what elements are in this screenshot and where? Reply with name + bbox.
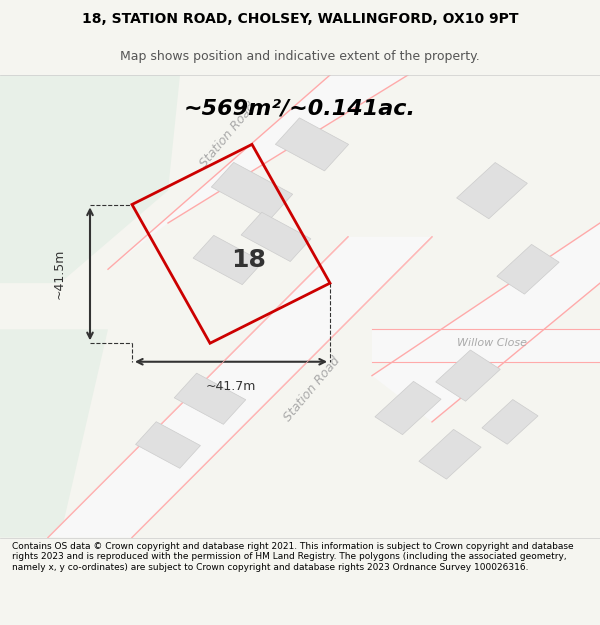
Text: 18: 18: [232, 248, 266, 272]
Text: Map shows position and indicative extent of the property.: Map shows position and indicative extent…: [120, 50, 480, 62]
Text: 18, STATION ROAD, CHOLSEY, WALLINGFORD, OX10 9PT: 18, STATION ROAD, CHOLSEY, WALLINGFORD, …: [82, 12, 518, 26]
Text: Willow Close: Willow Close: [457, 338, 527, 348]
Polygon shape: [174, 373, 246, 424]
Polygon shape: [211, 162, 293, 219]
Text: ~41.7m: ~41.7m: [206, 380, 256, 393]
Text: Station Road: Station Road: [197, 100, 259, 170]
Text: Contains OS data © Crown copyright and database right 2021. This information is : Contains OS data © Crown copyright and d…: [12, 542, 574, 572]
Polygon shape: [108, 75, 408, 269]
Polygon shape: [372, 329, 600, 362]
Polygon shape: [48, 237, 432, 538]
Polygon shape: [375, 381, 441, 434]
Polygon shape: [136, 422, 200, 468]
Polygon shape: [241, 213, 311, 261]
Polygon shape: [0, 329, 108, 538]
Polygon shape: [0, 75, 180, 283]
Text: Station Road: Station Road: [281, 354, 343, 424]
Polygon shape: [372, 223, 600, 422]
Polygon shape: [193, 236, 263, 284]
Polygon shape: [482, 399, 538, 444]
Polygon shape: [436, 350, 500, 401]
Text: ~41.5m: ~41.5m: [53, 249, 66, 299]
Polygon shape: [497, 244, 559, 294]
Polygon shape: [275, 118, 349, 171]
Polygon shape: [457, 162, 527, 219]
Polygon shape: [419, 429, 481, 479]
Text: ~569m²/~0.141ac.: ~569m²/~0.141ac.: [184, 98, 416, 118]
